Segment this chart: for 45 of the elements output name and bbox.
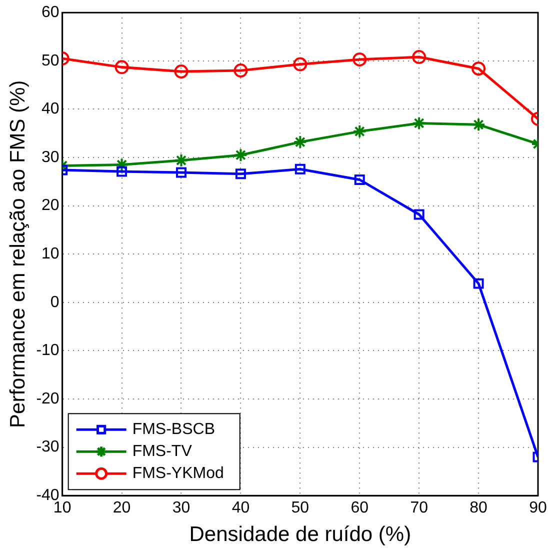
x-tick-label: 80 bbox=[470, 500, 488, 517]
point bbox=[472, 118, 486, 132]
y-tick-label: 20 bbox=[42, 197, 60, 214]
point bbox=[412, 116, 426, 130]
x-tick-label: 20 bbox=[112, 500, 131, 517]
point bbox=[176, 167, 186, 178]
point bbox=[293, 135, 308, 150]
legend-label: FMS-YKMod bbox=[132, 465, 224, 482]
x-tick-label: 50 bbox=[291, 500, 310, 517]
x-tick-label: 40 bbox=[232, 500, 250, 517]
x-tick-label: 30 bbox=[172, 500, 190, 517]
point bbox=[234, 148, 248, 162]
y-tick-label: 60 bbox=[42, 4, 60, 22]
y-axis-title: Performance em relação ao FMS (%) bbox=[6, 80, 30, 428]
point bbox=[174, 64, 188, 79]
point bbox=[294, 164, 306, 174]
x-tick-label: 10 bbox=[53, 500, 72, 517]
y-tick-label: -20 bbox=[36, 390, 60, 408]
y-tick-label: 50 bbox=[42, 52, 60, 70]
point bbox=[114, 60, 129, 74]
y-tick-label: -30 bbox=[36, 438, 60, 456]
legend-label: FMS-TV bbox=[132, 443, 192, 460]
x-tick-label: 90 bbox=[529, 500, 547, 517]
y-tick-label: 0 bbox=[50, 294, 60, 311]
point bbox=[354, 174, 365, 185]
x-tick-label: 70 bbox=[410, 500, 428, 517]
point bbox=[472, 62, 486, 76]
point bbox=[114, 158, 129, 172]
y-tick-label: 10 bbox=[42, 246, 60, 263]
x-tick-label: 60 bbox=[350, 500, 369, 517]
y-tick-label: 30 bbox=[42, 148, 60, 166]
point bbox=[235, 168, 246, 180]
point bbox=[473, 278, 484, 289]
point bbox=[293, 57, 308, 72]
x-axis-title: Densidade de ruído (%) bbox=[189, 523, 412, 546]
y-tick-label: 40 bbox=[42, 100, 60, 118]
point bbox=[116, 166, 128, 177]
legend-label: FMS-BSCB bbox=[132, 421, 215, 438]
point bbox=[412, 50, 426, 64]
point bbox=[174, 153, 188, 168]
point bbox=[352, 52, 367, 66]
point bbox=[234, 64, 248, 78]
point bbox=[352, 124, 367, 138]
point bbox=[414, 209, 424, 220]
y-tick-label: -10 bbox=[36, 342, 60, 360]
